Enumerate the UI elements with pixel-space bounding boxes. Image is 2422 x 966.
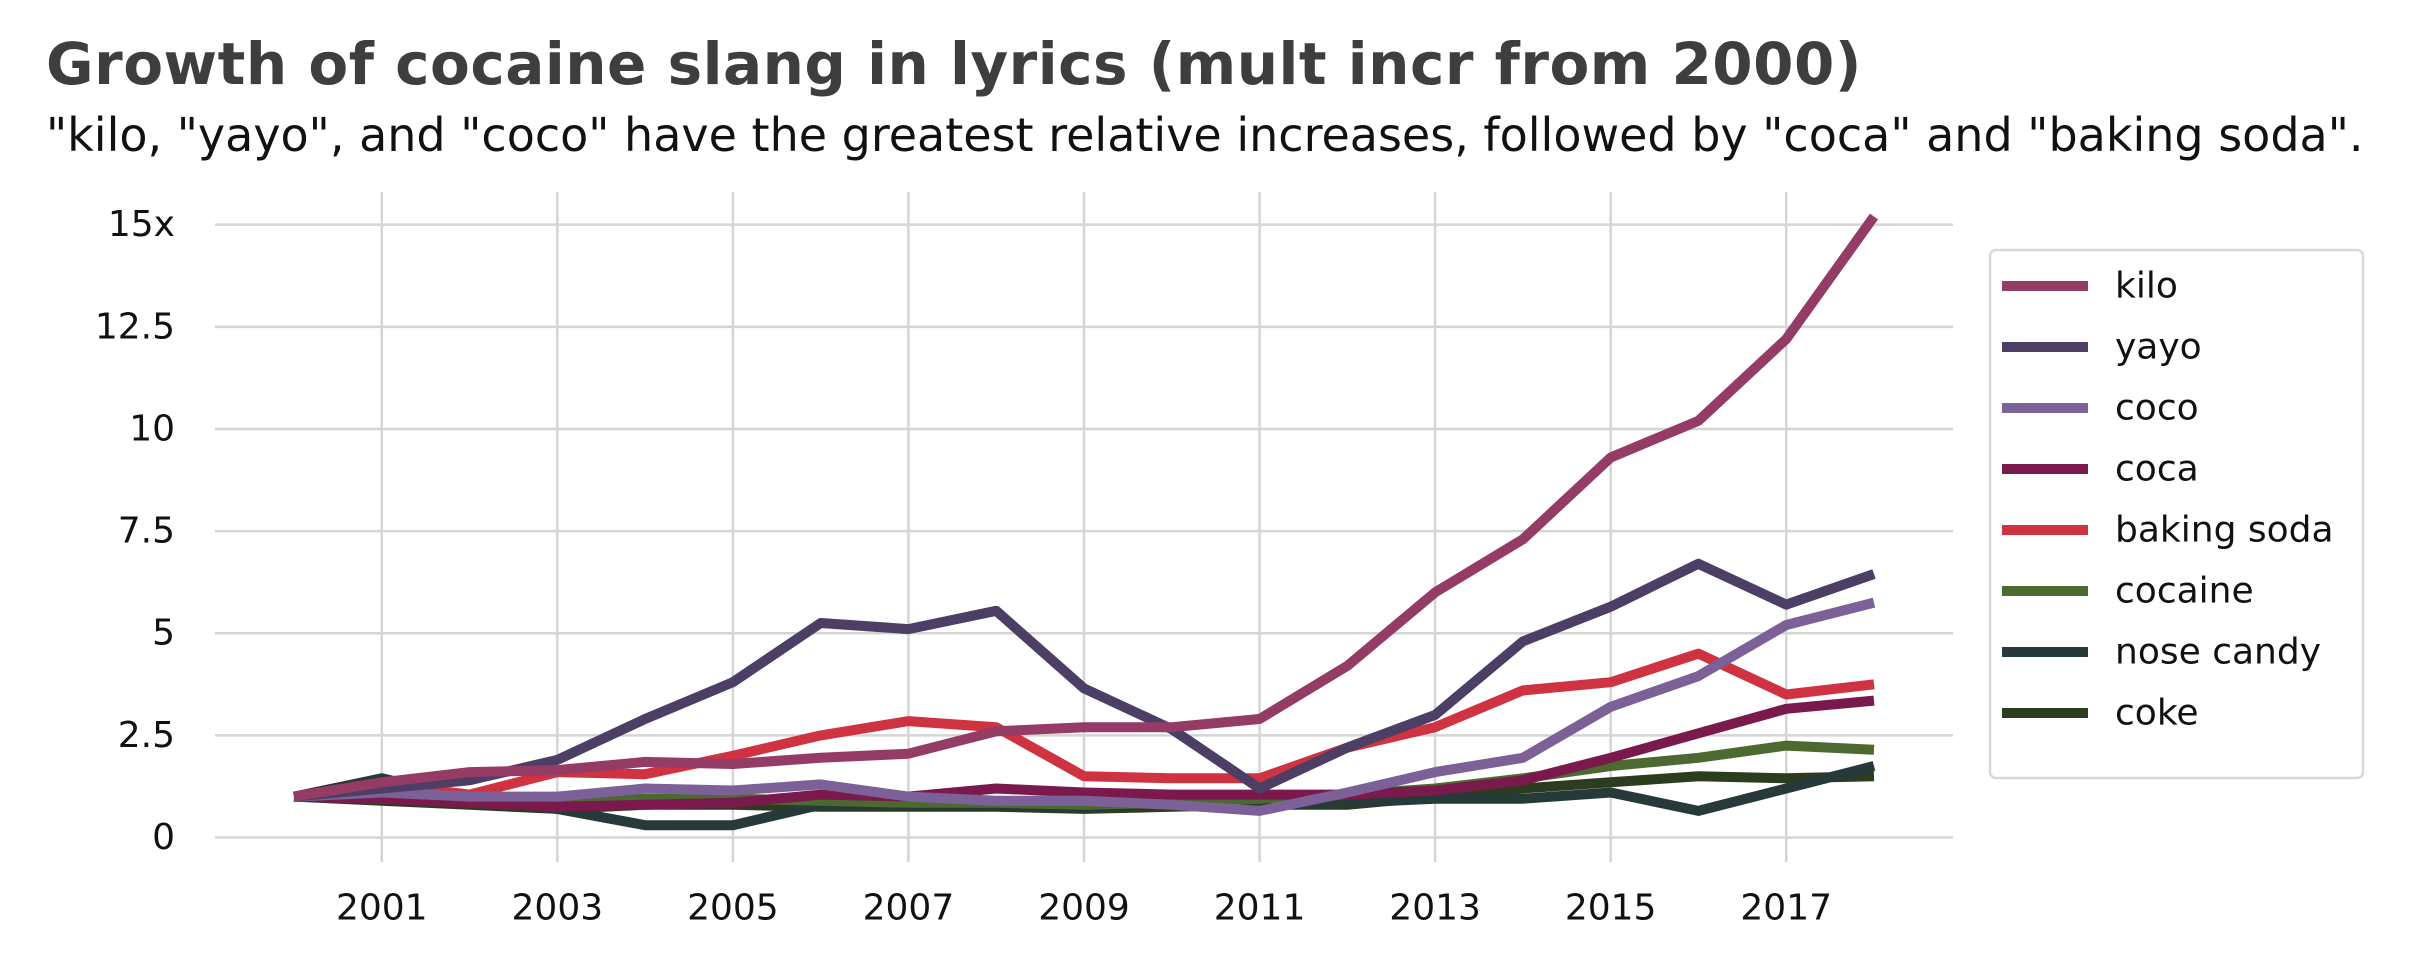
legend-box [1988,248,2365,780]
legend: kilo yayo coco coca baking soda cocaine nose c… [1988,248,2365,780]
series-line-coco [293,597,1876,816]
legend-label: yayo [2115,327,2202,368]
x-tick-label: 2017 [1740,888,1832,929]
x-tick-label: 2001 [336,888,428,929]
legend-label: coca [2115,449,2199,490]
series-lines [292,213,1879,831]
y-tick-label: 10 [129,408,175,449]
x-tick-label: 2011 [1214,888,1306,929]
legend-label: nose candy [2115,632,2321,673]
x-tick-label: 2013 [1389,888,1481,929]
series-line-yayo [293,558,1876,802]
x-tick-label: 2003 [512,888,604,929]
legend-label: cocaine [2115,571,2254,612]
legend-label: coke [2115,693,2199,734]
y-tick-label: 7.5 [118,511,175,552]
chart-subtitle: "kilo, "yayo", and "coco" have the great… [46,108,2364,162]
y-tick-label: 0 [152,817,175,858]
x-tick-label: 2015 [1565,888,1657,929]
series-line-coca [293,695,1875,812]
y-tick-label: 2.5 [118,715,175,756]
y-tick-label: 12.5 [95,306,175,347]
x-axis-tick-labels: 2001 2003 2005 2007 2009 2011 2013 2015 2017 [336,888,1832,929]
legend-label: kilo [2115,266,2178,307]
y-tick-label: 15x [108,204,175,245]
y-tick-label: 5 [152,613,175,654]
legend-label: baking soda [2115,510,2334,551]
y-axis-tick-labels: 0 2.5 5 7.5 10 12.5 15x [95,204,175,858]
legend-label: coco [2115,388,2199,429]
x-tick-label: 2009 [1038,888,1130,929]
series-line-kilo [293,213,1879,802]
x-tick-label: 2007 [863,888,955,929]
chart-title: Growth of cocaine slang in lyrics (mult … [46,30,1862,98]
x-tick-label: 2005 [687,888,779,929]
